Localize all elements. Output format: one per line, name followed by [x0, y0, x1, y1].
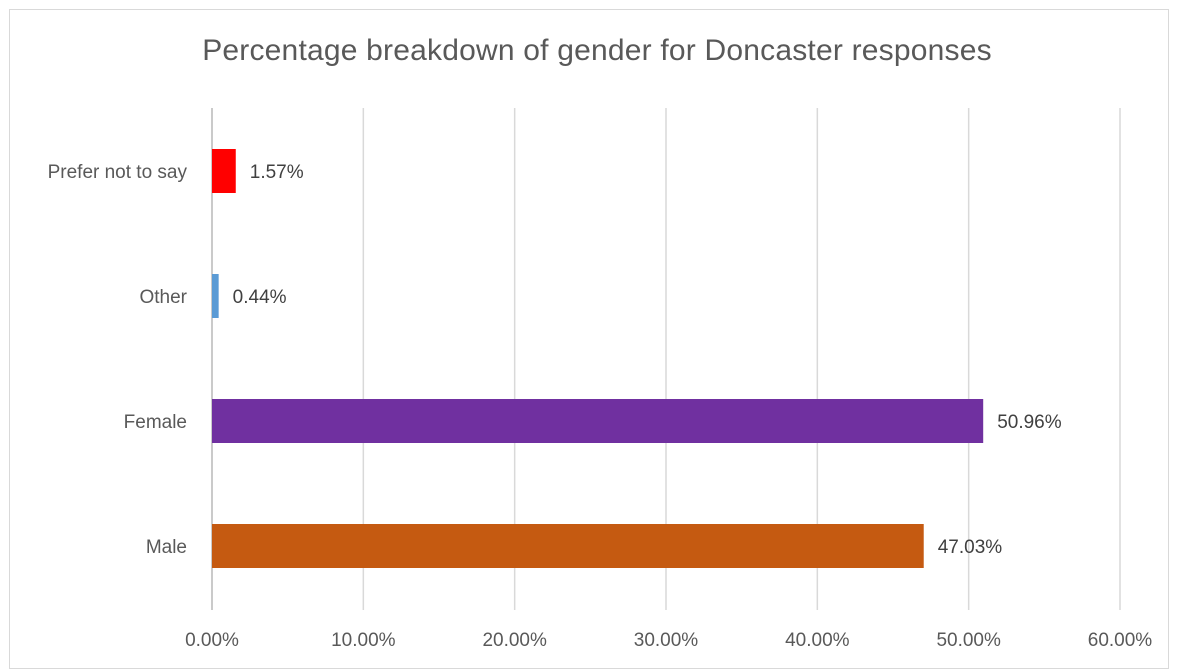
data-label: 1.57% — [250, 162, 304, 183]
category-label: Female — [124, 412, 187, 433]
category-labels: Prefer not to say Other Female Male — [48, 162, 188, 558]
bar-male — [212, 524, 924, 568]
data-label: 0.44% — [233, 287, 287, 308]
x-tick-label: 50.00% — [936, 630, 1001, 651]
x-tick-label: 60.00% — [1088, 630, 1153, 651]
category-label: Prefer not to say — [48, 162, 188, 183]
x-tick-label: 10.00% — [331, 630, 396, 651]
category-label: Male — [146, 537, 187, 558]
x-tick-label: 0.00% — [185, 630, 239, 651]
data-labels: 1.57% 0.44% 50.96% 47.03% — [233, 162, 1062, 558]
x-tick-labels: 0.00% 10.00% 20.00% 30.00% 40.00% 50.00% 60.00… — [185, 630, 1152, 651]
bar-prefer-not-to-say — [212, 149, 236, 193]
x-tick-label: 20.00% — [482, 630, 547, 651]
chart-title: Percentage breakdown of gender for Donca… — [202, 34, 992, 67]
bar-female — [212, 399, 984, 443]
data-label: 47.03% — [938, 537, 1003, 558]
bars — [212, 149, 984, 568]
data-label: 50.96% — [997, 412, 1062, 433]
category-label: Other — [139, 287, 187, 308]
x-tick-label: 30.00% — [634, 630, 699, 651]
bar-other — [212, 274, 219, 318]
x-tick-label: 40.00% — [785, 630, 850, 651]
